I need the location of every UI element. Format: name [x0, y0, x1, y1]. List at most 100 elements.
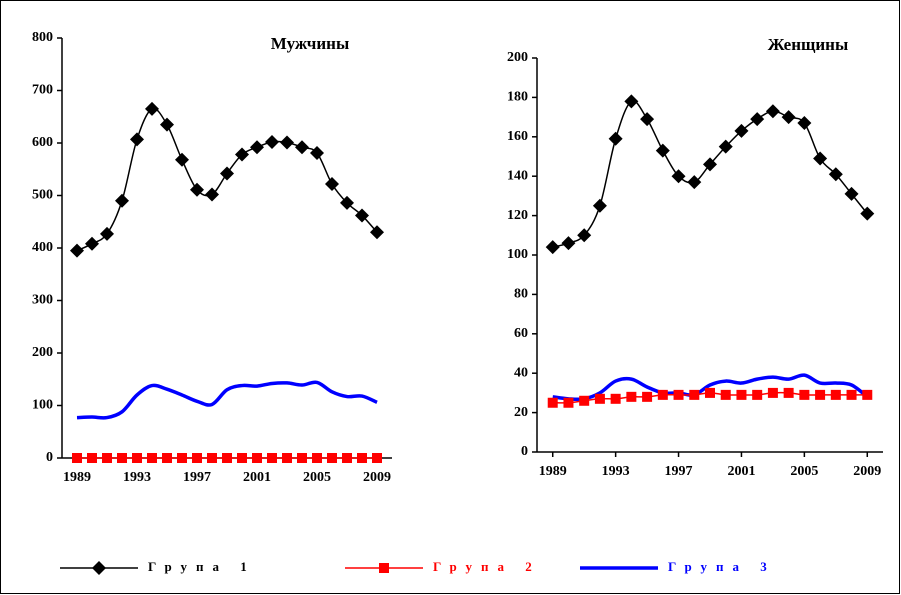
y-tick-label: 80 [514, 287, 528, 302]
x-tick-label: 2005 [790, 464, 818, 479]
y-tick-label: 500 [32, 188, 53, 203]
marker [592, 198, 607, 213]
marker [87, 453, 97, 463]
x-tick-label: 2009 [363, 470, 391, 485]
marker [687, 175, 702, 190]
y-tick-label: 120 [507, 208, 528, 223]
marker [750, 112, 765, 127]
y-tick-label: 700 [32, 83, 53, 98]
x-tick-label: 1993 [602, 464, 630, 479]
marker [72, 453, 82, 463]
marker [705, 387, 715, 398]
marker [280, 135, 294, 150]
chart-title: Женщины [768, 35, 849, 54]
marker [736, 389, 747, 400]
marker [862, 389, 873, 400]
marker [561, 236, 576, 251]
marker [145, 101, 159, 116]
marker [205, 187, 219, 202]
y-tick-label: 200 [32, 345, 53, 360]
marker [220, 166, 234, 181]
marker [355, 208, 369, 223]
marker [207, 453, 217, 463]
marker [689, 389, 700, 400]
marker [781, 110, 796, 125]
x-tick-label: 1997 [665, 464, 693, 479]
series-line [552, 373, 869, 402]
marker [147, 453, 157, 463]
y-tick-label: 160 [507, 129, 528, 144]
marker [579, 395, 590, 406]
x-tick-label: 2009 [853, 464, 881, 479]
marker [860, 206, 875, 221]
marker [720, 389, 731, 400]
marker [250, 140, 264, 155]
x-tick-label: 1997 [183, 470, 211, 485]
marker [160, 117, 174, 132]
marker [85, 236, 99, 251]
x-tick-label: 1989 [539, 464, 567, 479]
marker [70, 243, 84, 258]
marker [671, 169, 686, 184]
marker [577, 228, 592, 243]
marker [310, 145, 324, 160]
marker [844, 186, 859, 201]
marker [252, 453, 262, 463]
marker [545, 240, 560, 255]
marker [115, 193, 129, 208]
marker [177, 453, 187, 463]
marker [267, 453, 277, 463]
x-tick-label: 1989 [63, 470, 91, 485]
y-tick-label: 140 [507, 168, 528, 183]
marker [608, 131, 623, 146]
marker [297, 453, 307, 463]
marker [282, 453, 292, 463]
y-tick-label: 800 [32, 30, 53, 45]
marker [640, 112, 655, 127]
marker [610, 393, 621, 404]
marker [655, 143, 670, 158]
marker [117, 453, 127, 463]
marker [325, 176, 339, 191]
marker [703, 157, 717, 172]
legend-marker [92, 561, 106, 575]
marker [357, 453, 367, 463]
legend-marker [379, 563, 389, 573]
y-tick-label: 600 [32, 135, 53, 150]
marker [547, 397, 558, 408]
x-tick-label: 2001 [727, 464, 755, 479]
marker [295, 140, 309, 155]
marker [130, 132, 144, 147]
marker [370, 225, 384, 240]
marker [752, 389, 763, 400]
marker [783, 387, 794, 398]
y-tick-label: 20 [514, 405, 528, 420]
marker [190, 182, 204, 197]
y-tick-label: 200 [507, 50, 528, 65]
marker [327, 453, 337, 463]
marker [828, 167, 843, 182]
marker [342, 453, 352, 463]
marker [642, 391, 653, 402]
marker [594, 393, 605, 404]
y-tick-label: 180 [507, 90, 528, 105]
marker [657, 389, 668, 400]
marker [100, 226, 114, 241]
y-tick-label: 400 [32, 240, 53, 255]
marker [265, 134, 279, 149]
chart-title: Мужчины [271, 34, 349, 53]
marker [813, 151, 828, 166]
marker [372, 453, 382, 463]
marker [830, 389, 841, 400]
marker [734, 123, 749, 138]
marker [799, 389, 810, 400]
marker [132, 453, 142, 463]
legend-label: Група 3 [668, 559, 776, 574]
y-tick-label: 0 [521, 444, 528, 459]
marker [626, 391, 637, 402]
marker [767, 387, 778, 398]
marker [237, 453, 247, 463]
